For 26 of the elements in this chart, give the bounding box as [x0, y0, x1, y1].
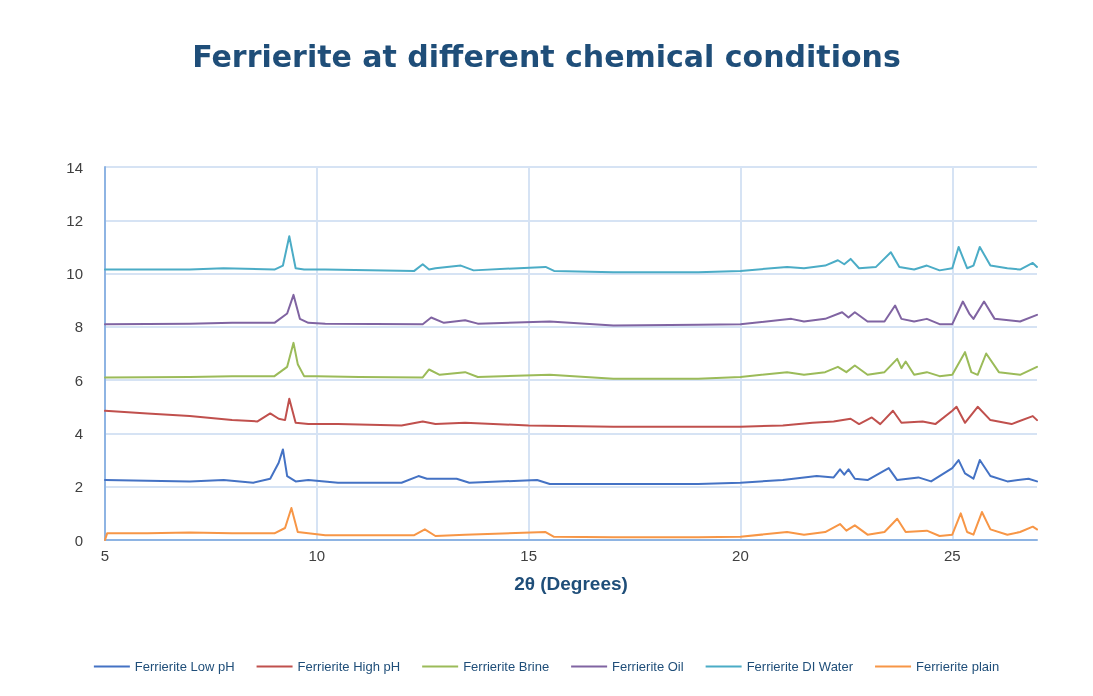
y-tick-label: 12 [66, 211, 83, 229]
legend-label: Ferrierite Low pH [134, 659, 235, 674]
legend-label: Ferrierite High pH [297, 659, 401, 674]
x-tick-label: 20 [732, 547, 749, 564]
y-tick-label: 8 [74, 318, 83, 336]
y-tick-label: 4 [74, 424, 83, 442]
legend-label: Ferrierite Oil [612, 659, 684, 674]
line-series [104, 397, 1038, 428]
y-tick-label: 6 [74, 371, 83, 389]
y-tick-label: 14 [66, 158, 83, 176]
x-tick-label: 10 [308, 547, 326, 564]
x-tick-label: 5 [100, 547, 110, 564]
x-tick-label: 15 [520, 547, 537, 564]
y-tick-label: 0 [74, 531, 83, 549]
line-series [104, 448, 1038, 486]
y-tick-label: 2 [74, 478, 83, 496]
legend-label: Ferrierite DI Water [746, 659, 854, 674]
chart-title: Ferrierite at different chemical conditions [192, 38, 901, 74]
line-series [104, 235, 1038, 274]
legend-label: Ferrierite plain [916, 659, 1000, 674]
line-series [104, 293, 1038, 327]
legend-label: Ferrierite Brine [463, 659, 550, 674]
x-axis-title: 2θ (Degrees) [514, 573, 628, 594]
line-series [104, 341, 1038, 380]
y-tick-label: 10 [66, 265, 83, 283]
x-tick-label: 25 [943, 547, 961, 564]
